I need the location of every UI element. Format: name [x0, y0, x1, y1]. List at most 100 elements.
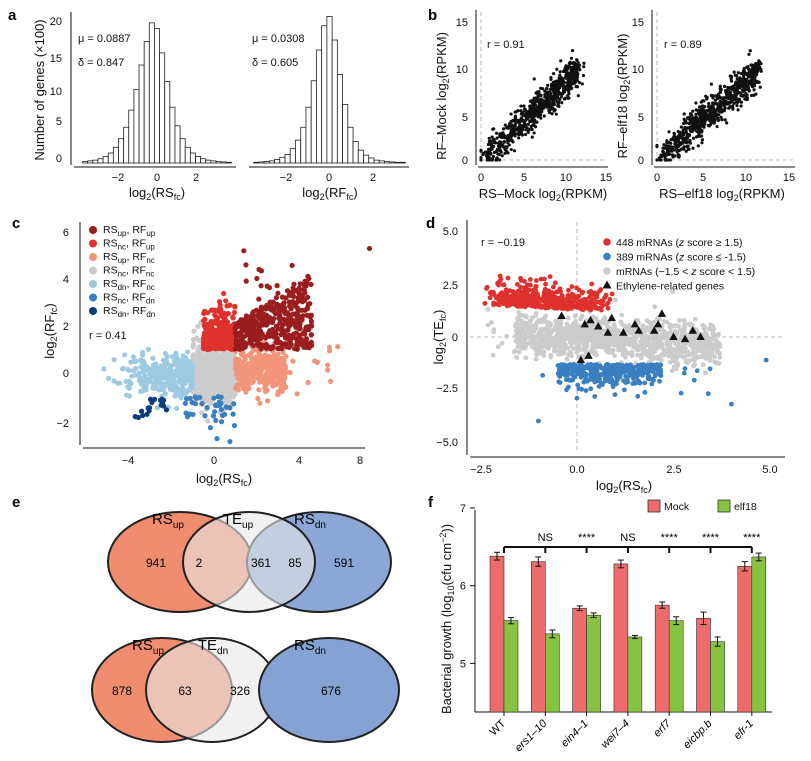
b2-points-point [682, 112, 686, 116]
c-point [231, 401, 237, 407]
c-point [119, 366, 126, 372]
b2-points-point [704, 94, 708, 98]
b1-points-point [570, 49, 575, 53]
hist2-delta: δ = 0.605 [252, 57, 298, 69]
b2-points-point [685, 135, 689, 140]
d-point [660, 351, 666, 357]
b1-xticks: 0 5 10 15 [478, 172, 612, 184]
b2-points-point [741, 77, 745, 81]
c-point [204, 389, 210, 395]
c-legend-text: RSdn, RFdn [103, 305, 155, 319]
d-point [700, 362, 706, 368]
b2-points-point [670, 146, 674, 150]
d-point [576, 344, 582, 349]
b1-points-point [486, 142, 491, 147]
hist1-bars-bar [107, 152, 114, 164]
b1-ytick-15: 15 [456, 17, 468, 29]
b1-points-point [552, 109, 556, 113]
b1-xlabel: RS–Mock log2(RPKM) [479, 186, 608, 203]
c-point [257, 310, 263, 316]
b2-points-point [694, 108, 698, 112]
b2-points-point [724, 91, 728, 95]
d-point [685, 349, 691, 355]
d-point [583, 346, 588, 351]
c-point [215, 386, 221, 392]
c-point [243, 262, 249, 268]
b1-points-point [545, 95, 549, 99]
c-point [305, 326, 311, 332]
d-point [593, 331, 599, 337]
d-point [525, 323, 531, 329]
b2-points-point [731, 104, 735, 108]
c-point [271, 334, 277, 340]
b1-points-point [509, 132, 513, 137]
c-point [240, 362, 246, 368]
b1-points-point [526, 122, 530, 126]
b2-points-point [754, 61, 758, 66]
c-point [197, 351, 203, 357]
d-point [606, 337, 612, 343]
d-point [512, 323, 518, 329]
hist1-bars-bar [143, 41, 150, 164]
c-point [123, 378, 129, 384]
c-point [225, 361, 232, 367]
c-point [267, 368, 273, 374]
b1-points-point [479, 156, 483, 160]
b1-points-point [549, 76, 553, 80]
d-point [632, 341, 637, 347]
d-point [654, 356, 660, 361]
c-points [101, 245, 373, 445]
d-point [703, 346, 708, 351]
b1-points-point [564, 69, 568, 73]
c-point [282, 310, 289, 317]
c-point [153, 361, 159, 367]
b2-points-point [746, 82, 750, 86]
d-point [682, 325, 688, 331]
d-point [620, 351, 626, 356]
d-point [533, 356, 539, 362]
c-point [145, 405, 151, 411]
c-point [275, 391, 281, 398]
hist2-bars-bar [295, 139, 302, 164]
b1-points-point [533, 125, 538, 129]
panel-a-ylabel: Number of genes (×100) [32, 19, 47, 160]
c-point [286, 339, 293, 346]
b1-points-point [538, 99, 542, 103]
hist1-bars-bar [133, 88, 140, 164]
hist2-bars-bar [263, 161, 270, 164]
d-point [521, 313, 526, 319]
d-point [533, 313, 539, 319]
b1-points-point [568, 82, 572, 86]
d-point [618, 319, 624, 325]
b2-points-point [671, 136, 675, 140]
c-xtick-neg4: −4 [122, 455, 135, 467]
c-point [200, 358, 206, 364]
hist2-xtick-neg2: −2 [280, 172, 293, 184]
b2-points-point [676, 155, 680, 159]
d-point [670, 289, 676, 295]
d-point [537, 319, 543, 325]
hist2-bars-bar [268, 160, 275, 164]
c-point [286, 335, 292, 341]
c-point [305, 379, 311, 386]
b1-points-point [574, 66, 578, 70]
hist1-ytick-15: 15 [50, 53, 62, 65]
b1-points-point [576, 61, 580, 65]
c-point [163, 407, 170, 413]
c-point [138, 388, 144, 395]
d-point [532, 334, 537, 340]
panel-c: c log2(RFfc) −2 0 2 4 6 −4 0 4 8 log2(RS… [12, 215, 373, 488]
c-point [282, 384, 288, 391]
b1-ytick-5: 5 [462, 112, 468, 124]
b2-points-point [750, 78, 754, 82]
hist1-bars-bar [215, 161, 222, 164]
d-point [677, 345, 683, 351]
c-point [141, 384, 147, 390]
d-point [707, 358, 713, 363]
c-point [304, 312, 310, 318]
b1-points-point [543, 101, 547, 105]
c-point [308, 332, 314, 338]
b2-points-point [688, 125, 692, 129]
b1-points-point [553, 89, 557, 93]
c-point [286, 292, 293, 298]
